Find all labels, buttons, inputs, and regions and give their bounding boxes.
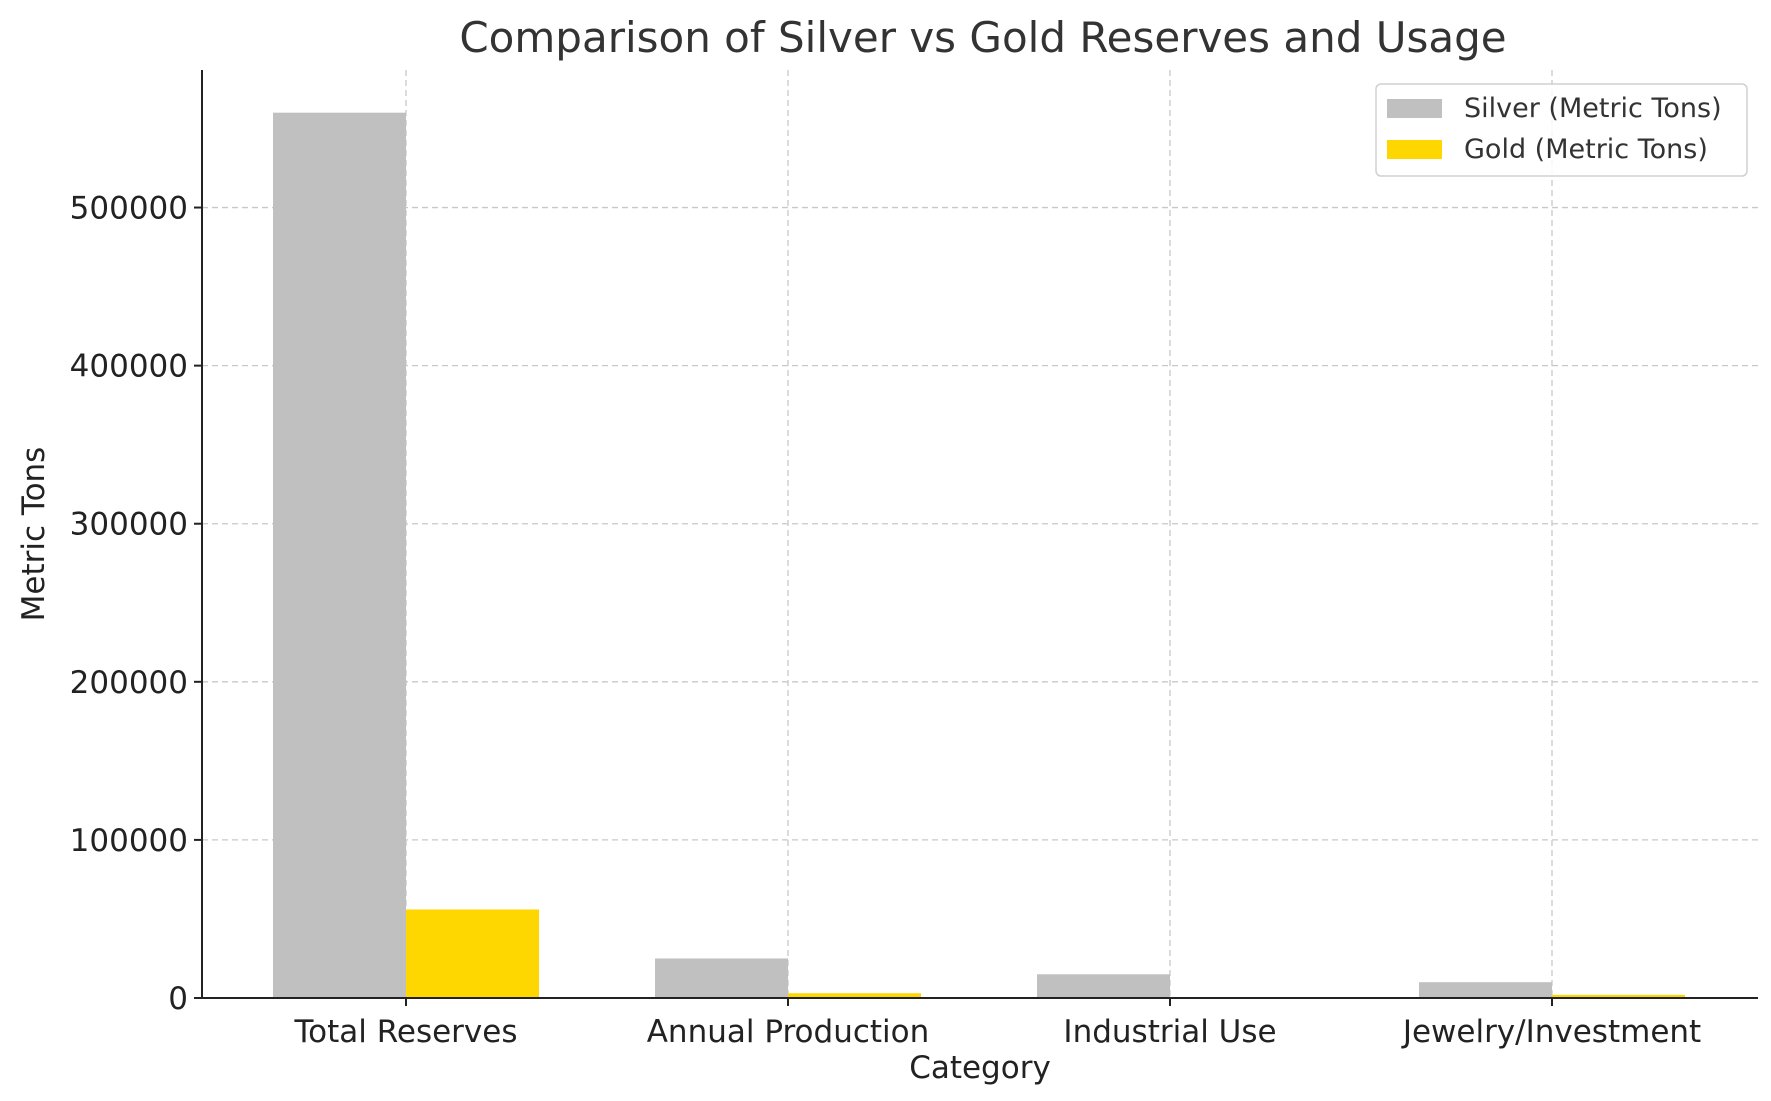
silver-bar-total-reserves xyxy=(273,112,406,999)
y-tick-label: 0 xyxy=(168,981,188,1017)
silver-bar-annual-production xyxy=(655,958,788,998)
y-ticks: 0 100000 200000 300000 400000 500000 xyxy=(70,191,202,1017)
x-axis-label: Category xyxy=(909,1050,1051,1086)
grid-lines xyxy=(202,70,1758,998)
y-tick-label: 500000 xyxy=(70,191,188,227)
y-tick-label: 400000 xyxy=(70,349,188,385)
silver-bar-industrial-use xyxy=(1037,974,1170,998)
silver-bar-jewelry-investment xyxy=(1419,982,1552,998)
x-tick-label: Annual Production xyxy=(647,1014,930,1050)
legend: Silver (Metric Tons) Gold (Metric Tons) xyxy=(1375,83,1748,177)
axes xyxy=(201,70,1758,999)
gold-bar-total-reserves xyxy=(406,909,539,998)
y-tick-label: 200000 xyxy=(70,665,188,701)
y-tick-label: 300000 xyxy=(70,507,188,543)
legend-label: Gold (Metric Tons) xyxy=(1464,134,1708,165)
y-axis-label: Metric Tons xyxy=(16,447,52,622)
gold-bar-annual-production xyxy=(788,993,921,998)
x-ticks: Total Reserves Annual Production Industria… xyxy=(293,998,1701,1050)
y-tick-label: 100000 xyxy=(70,823,188,859)
bars xyxy=(273,112,1685,999)
legend-box xyxy=(1375,83,1748,177)
x-tick-label: Industrial Use xyxy=(1063,1014,1276,1050)
gold-bar-jewelry-investment xyxy=(1552,994,1685,998)
chart-title: Comparison of Silver vs Gold Reserves an… xyxy=(459,13,1506,62)
x-tick-label: Jewelry/Investment xyxy=(1401,1014,1701,1050)
legend-swatch xyxy=(1387,99,1442,118)
x-tick-label: Total Reserves xyxy=(293,1014,517,1050)
legend-label: Silver (Metric Tons) xyxy=(1464,93,1722,124)
legend-swatch xyxy=(1387,140,1442,159)
